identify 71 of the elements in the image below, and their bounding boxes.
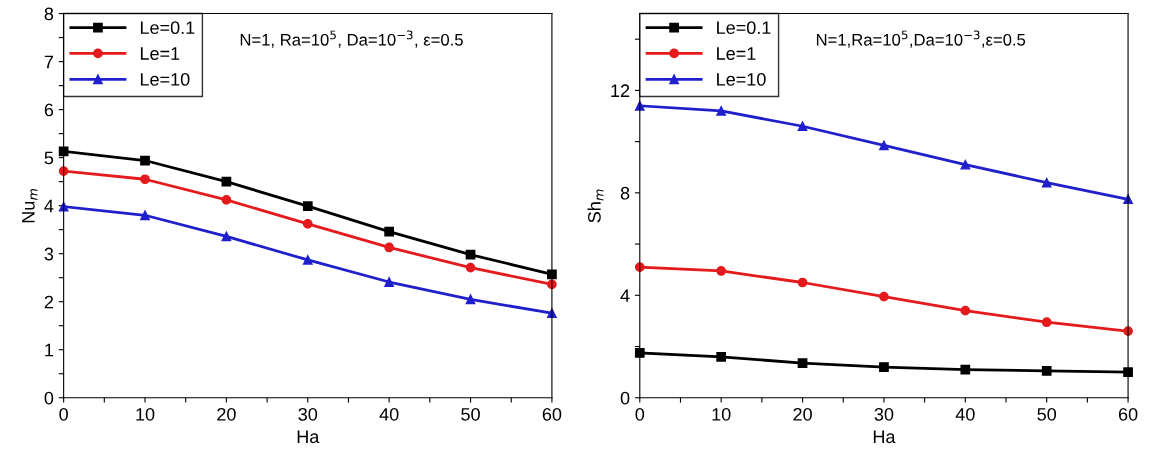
point	[797, 121, 808, 132]
point	[302, 201, 313, 212]
x-tick-label: 40	[379, 407, 399, 421]
point	[716, 106, 727, 116]
x-tick-label: 0	[59, 407, 68, 421]
point	[634, 100, 645, 111]
x-tick-label: 20	[217, 407, 236, 421]
x-tick-label: 10	[136, 407, 155, 421]
x-axis-title: Ha	[873, 430, 896, 444]
x-tick-label: 30	[874, 407, 894, 421]
annotation: N=1,Ra=10$^{5}$,Da=10$^{−3}$,ε=0.5	[816, 30, 1026, 48]
point	[221, 195, 232, 205]
point	[140, 210, 150, 221]
point	[960, 159, 971, 170]
point	[465, 249, 476, 260]
y-tick-label: 3	[44, 247, 54, 261]
x-tick-label: 60	[542, 407, 562, 421]
annotation: N=1, Ra=10$^{5}$, Da=10$^{−3}$, ε=0.5	[240, 30, 463, 48]
x-tick-label: 50	[461, 407, 480, 421]
y-tick-label: 6	[44, 103, 54, 117]
y-tick-label: 1	[45, 343, 54, 357]
x-tick-label: 60	[1118, 407, 1138, 421]
point	[879, 362, 889, 372]
point	[797, 277, 808, 288]
y-tick-label: 0	[620, 391, 630, 405]
point	[960, 305, 971, 316]
point	[302, 219, 313, 229]
y-tick-label: 0	[44, 391, 54, 405]
point	[465, 294, 476, 305]
point	[384, 226, 395, 237]
point	[384, 277, 395, 287]
point	[302, 255, 313, 265]
point	[1041, 317, 1052, 328]
x-tick-label: 20	[793, 407, 812, 421]
point	[140, 174, 150, 185]
legend-label: Le=10	[717, 72, 766, 86]
x-tick-label: 10	[712, 407, 731, 421]
x-axis-title: Ha	[297, 430, 320, 444]
point	[221, 231, 232, 242]
x-tick-label: 30	[298, 407, 318, 421]
legend-label: Le=0.1	[717, 21, 771, 35]
y-axis-title: Sh$_{m}$	[587, 189, 604, 223]
point	[1041, 177, 1052, 188]
y-tick-label: 7	[44, 55, 54, 69]
point	[1041, 366, 1052, 376]
point	[384, 242, 395, 253]
x-tick-label: 0	[635, 407, 645, 421]
y-tick-label: 12	[611, 84, 630, 97]
point	[879, 140, 889, 151]
point	[465, 262, 476, 273]
legend-label: Le=10	[140, 72, 190, 86]
point	[140, 155, 150, 166]
point	[879, 291, 889, 302]
y-tick-label: 8	[44, 7, 54, 21]
legend-label: Le=0.1	[140, 21, 195, 35]
point	[797, 358, 808, 369]
point	[634, 348, 645, 358]
point	[960, 364, 971, 375]
y-tick-label: 5	[44, 151, 54, 165]
y-tick-label: 2	[44, 295, 54, 309]
legend-label: Le=1	[717, 47, 756, 60]
point	[716, 266, 727, 276]
x-tick-label: 40	[955, 407, 975, 421]
point	[716, 351, 727, 362]
y-axis-title: Nu$_{m}$	[22, 189, 38, 223]
y-tick-label: 4	[620, 289, 630, 302]
x-tick-label: 50	[1037, 407, 1057, 421]
y-tick-label: 4	[44, 199, 54, 213]
point	[221, 176, 232, 187]
legend-label: Le=1	[140, 47, 180, 60]
y-tick-label: 8	[620, 186, 630, 200]
